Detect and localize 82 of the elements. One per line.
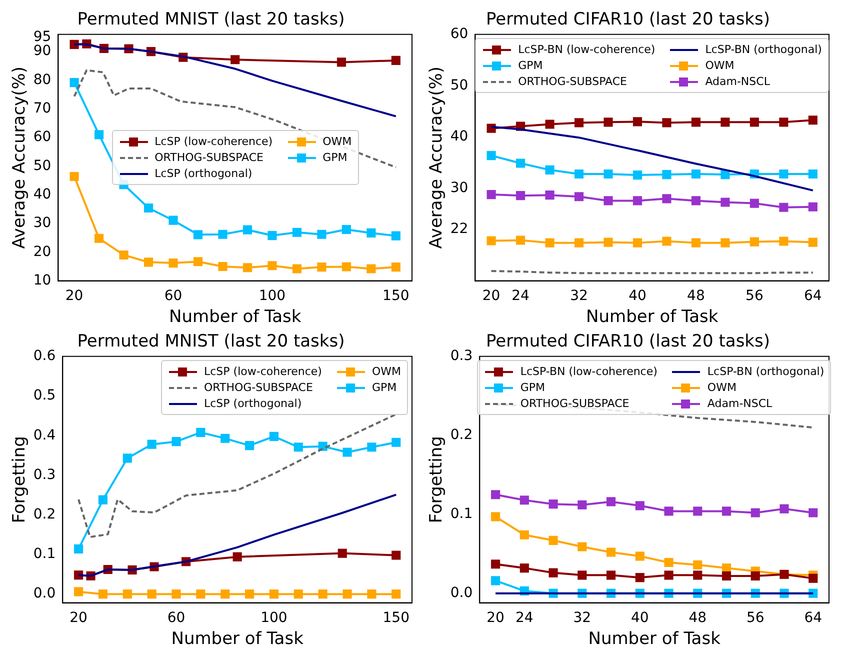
legend-label: ORTHOG-SUBSPACE — [520, 397, 630, 410]
x-tick-label: 20 — [70, 610, 88, 626]
y-axis-title: Average Accuracy(%) — [10, 66, 30, 249]
x-tick-label: 56 — [746, 610, 764, 626]
legend-label: LcSP-BN (low-coherence) — [520, 365, 658, 378]
x-tick-label: 40 — [630, 610, 649, 626]
y-tick-label: 60 — [33, 129, 52, 146]
legend-label: ORTHOG-SUBSPACE — [518, 75, 627, 88]
x-tick-label: 20 — [482, 288, 500, 304]
y-tick-label: 0.3 — [450, 348, 473, 364]
legend-label: LcSP-BN (low-coherence) — [518, 43, 656, 56]
y-tick-label: 0.2 — [450, 427, 473, 444]
y-tick-label: 70 — [33, 100, 52, 117]
x-tick-label: 20 — [486, 610, 504, 626]
y-tick-label: 90 — [33, 43, 52, 60]
x-tick-label: 60 — [164, 288, 182, 304]
x-tick-label: 32 — [573, 610, 592, 626]
y-tick-label: 30 — [450, 180, 468, 196]
x-tick-label: 150 — [382, 288, 410, 304]
y-tick-label: 10 — [33, 272, 52, 288]
x-tick-label: 48 — [688, 610, 707, 626]
y-tick-label: 0.4 — [33, 427, 56, 444]
legend-label: LcSP (low-coherence) — [204, 365, 322, 378]
x-tick-label: 40 — [628, 288, 646, 304]
y-tick-label: 40 — [33, 186, 52, 202]
x-axis-title: Number of Task — [588, 629, 721, 650]
legend-label: GPM — [518, 59, 543, 72]
y-tick-label: 80 — [33, 72, 52, 88]
legend-label: LcSP (orthogonal) — [154, 167, 252, 180]
chart-title: Permuted MNIST (last 20 tasks) — [77, 10, 345, 30]
y-tick-label: 0.5 — [33, 388, 56, 404]
chart-title: Permuted MNIST (last 20 tasks) — [77, 332, 345, 352]
legend-label: LcSP-BN (orthogonal) — [705, 43, 822, 56]
chart-title: Permuted CIFAR10 (last 20 tasks) — [486, 10, 770, 30]
x-tick-label: 24 — [516, 610, 534, 626]
x-tick-label: 100 — [258, 288, 286, 304]
legend-label: Adam-NSCL — [707, 397, 772, 410]
x-tick-label: 24 — [512, 288, 530, 304]
y-tick-label: 30 — [33, 215, 52, 232]
x-tick-label: 56 — [746, 288, 764, 304]
y-tick-label: 20 — [33, 244, 52, 260]
y-tick-label: 50 — [33, 158, 52, 174]
legend-label: LcSP (low-coherence) — [154, 135, 273, 148]
legend-label: LcSP (orthogonal) — [204, 397, 302, 410]
y-tick-label: 0.1 — [33, 546, 56, 562]
legend-label: LcSP-BN (orthogonal) — [707, 365, 824, 378]
y-tick-label: 0.3 — [33, 466, 56, 483]
y-tick-label: 0.1 — [450, 506, 473, 522]
x-tick-label: 100 — [260, 610, 288, 626]
legend-label: OWM — [322, 135, 352, 148]
y-tick-label: 0.0 — [450, 584, 473, 601]
y-tick-label: 95 — [33, 28, 52, 45]
legend-label: ORTHOG-SUBSPACE — [154, 151, 264, 164]
legend-label: GPM — [372, 381, 397, 394]
x-axis-title: Number of Task — [169, 307, 302, 328]
y-tick-label: 22 — [450, 221, 468, 238]
y-tick-label: 60 — [450, 26, 468, 42]
x-axis-title: Number of Task — [171, 629, 304, 650]
chart-title: Permuted CIFAR10 (last 20 tasks) — [486, 332, 770, 352]
y-tick-label: 40 — [450, 128, 468, 145]
y-tick-label: 0.6 — [33, 348, 56, 364]
y-axis-title: Forgetting — [426, 436, 447, 524]
legend-label: Adam-NSCL — [705, 75, 770, 88]
x-tick-label: 32 — [570, 288, 588, 304]
legend-label: OWM — [705, 59, 734, 72]
y-tick-label: 0.2 — [33, 506, 56, 522]
legend-label: GPM — [322, 151, 348, 164]
x-tick-label: 48 — [687, 288, 705, 304]
legend-label: ORTHOG-SUBSPACE — [204, 381, 313, 394]
x-axis-title: Number of Task — [586, 307, 718, 328]
x-tick-label: 20 — [65, 288, 84, 304]
legend-label: OWM — [707, 381, 736, 394]
y-tick-label: 0.0 — [33, 586, 56, 602]
legend-label: OWM — [372, 365, 402, 378]
y-axis-title: Average Accuracy(%) — [426, 66, 447, 249]
y-tick-label: 50 — [450, 77, 468, 94]
x-tick-label: 64 — [804, 288, 822, 304]
x-tick-label: 150 — [382, 610, 410, 626]
legend-label: GPM — [520, 381, 545, 394]
x-tick-label: 60 — [167, 610, 186, 626]
y-axis-title: Forgetting — [10, 436, 30, 524]
x-tick-label: 64 — [804, 610, 822, 626]
